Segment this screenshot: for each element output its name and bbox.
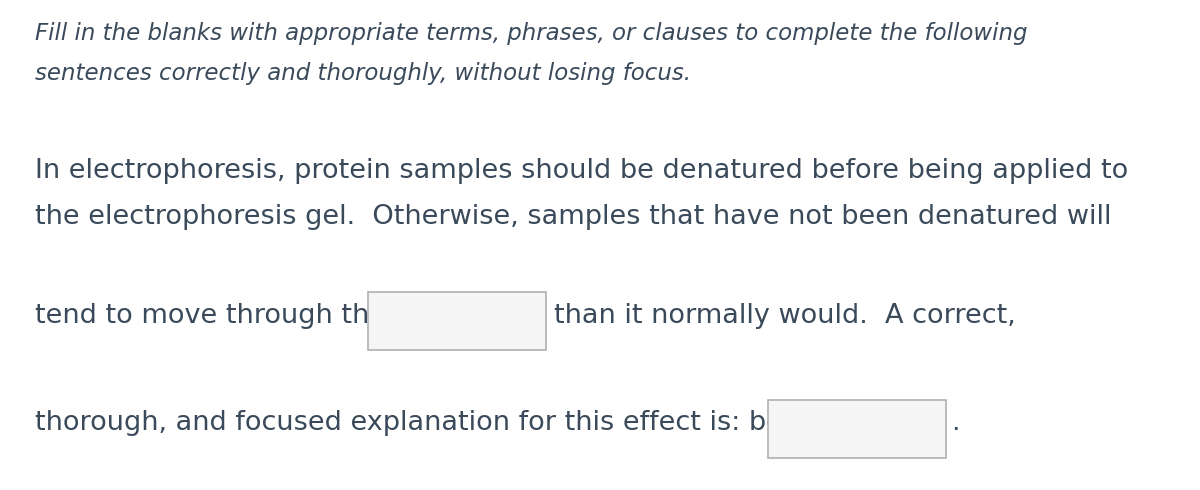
Text: In electrophoresis, protein samples should be denatured before being applied to: In electrophoresis, protein samples shou… [35,158,1128,184]
Text: Fill in the blanks with appropriate terms, phrases, or clauses to complete the f: Fill in the blanks with appropriate term… [35,22,1027,45]
Text: sentences correctly and thoroughly, without losing focus.: sentences correctly and thoroughly, with… [35,62,691,85]
Text: than it normally would.  A correct,: than it normally would. A correct, [554,303,1015,329]
FancyBboxPatch shape [368,292,546,350]
Text: tend to move through the gel: tend to move through the gel [35,303,436,329]
Text: .: . [952,410,960,436]
Text: thorough, and focused explanation for this effect is: because: thorough, and focused explanation for th… [35,410,863,436]
Text: the electrophoresis gel.  Otherwise, samples that have not been denatured will: the electrophoresis gel. Otherwise, samp… [35,204,1111,230]
FancyBboxPatch shape [768,400,946,458]
